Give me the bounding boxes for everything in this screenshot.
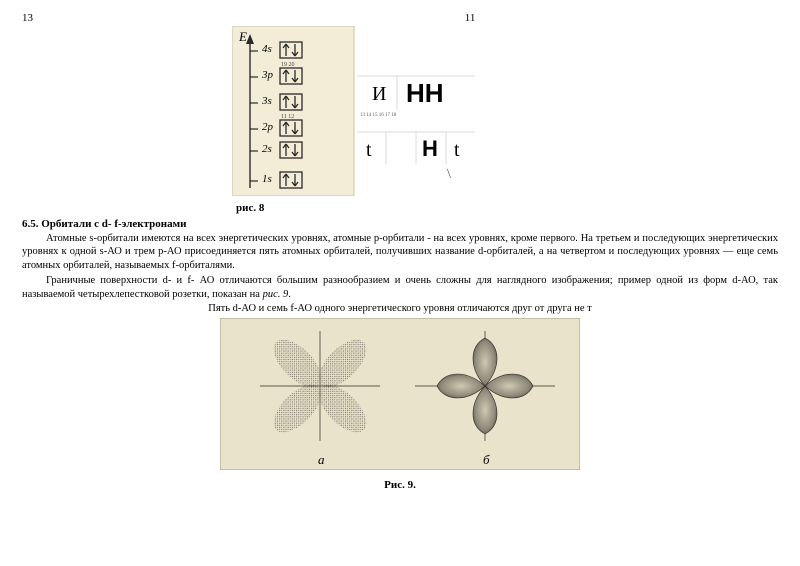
page-number-right: 11 (465, 12, 476, 24)
page-numbers: 13 11 (22, 12, 778, 24)
figure-9-label-a: а (318, 452, 325, 467)
figure-9: а б Рис. 9. (22, 318, 778, 491)
figure-8: E 4s 19 20 3p 3s 11 12 2p 2s 1s И HH 13 14 15 1… (232, 26, 778, 214)
center-line: Пять d-АО и семь f-АО одного энергетичес… (22, 303, 778, 314)
overlay-bottom-panel: t H t \ (357, 132, 475, 182)
svg-text:t: t (454, 139, 460, 161)
paragraph-2: Граничные поверхности d- и f- АО отличаю… (22, 274, 778, 301)
paragraph-2a: Граничные поверхности d- и f- АО отличаю… (22, 275, 778, 299)
figure-8-caption: рис. 8 (236, 202, 264, 214)
svg-text:3s: 3s (261, 95, 272, 107)
figure-9-label-b: б (483, 452, 490, 467)
overlay-top-panel: И HH 13 14 15 16 17 18 (357, 76, 475, 118)
paragraph-2b: . (288, 289, 291, 300)
paragraph-2-ref: рис. 9 (263, 289, 289, 300)
overlay-top-left-text: И (372, 83, 386, 105)
axis-e-label: E (238, 29, 247, 44)
svg-text:1s: 1s (262, 173, 272, 185)
figure-8-svg: E 4s 19 20 3p 3s 11 12 2p 2s 1s И HH 13 14 15 1… (232, 26, 492, 196)
svg-text:\: \ (447, 167, 451, 182)
overlay-top-right-text: HH (406, 78, 444, 108)
svg-text:11 12: 11 12 (281, 114, 294, 120)
svg-text:t: t (366, 139, 372, 161)
overlay-top-subscript: 13 14 15 16 17 18 (360, 113, 397, 118)
paragraph-1: Атомные s-орбитали имеются на всех энерг… (22, 232, 778, 272)
svg-text:4s: 4s (262, 43, 272, 55)
svg-text:H: H (422, 136, 438, 161)
svg-text:3p: 3p (261, 69, 274, 81)
svg-text:2p: 2p (262, 121, 274, 133)
page-number-left: 13 (22, 12, 102, 24)
svg-text:2s: 2s (262, 143, 272, 155)
figure-9-caption: Рис. 9. (22, 479, 778, 491)
figure-9-svg: а б (220, 318, 580, 470)
section-heading: 6.5. Орбитали с d- f-электронами (22, 218, 778, 230)
svg-text:19 20: 19 20 (281, 62, 295, 68)
